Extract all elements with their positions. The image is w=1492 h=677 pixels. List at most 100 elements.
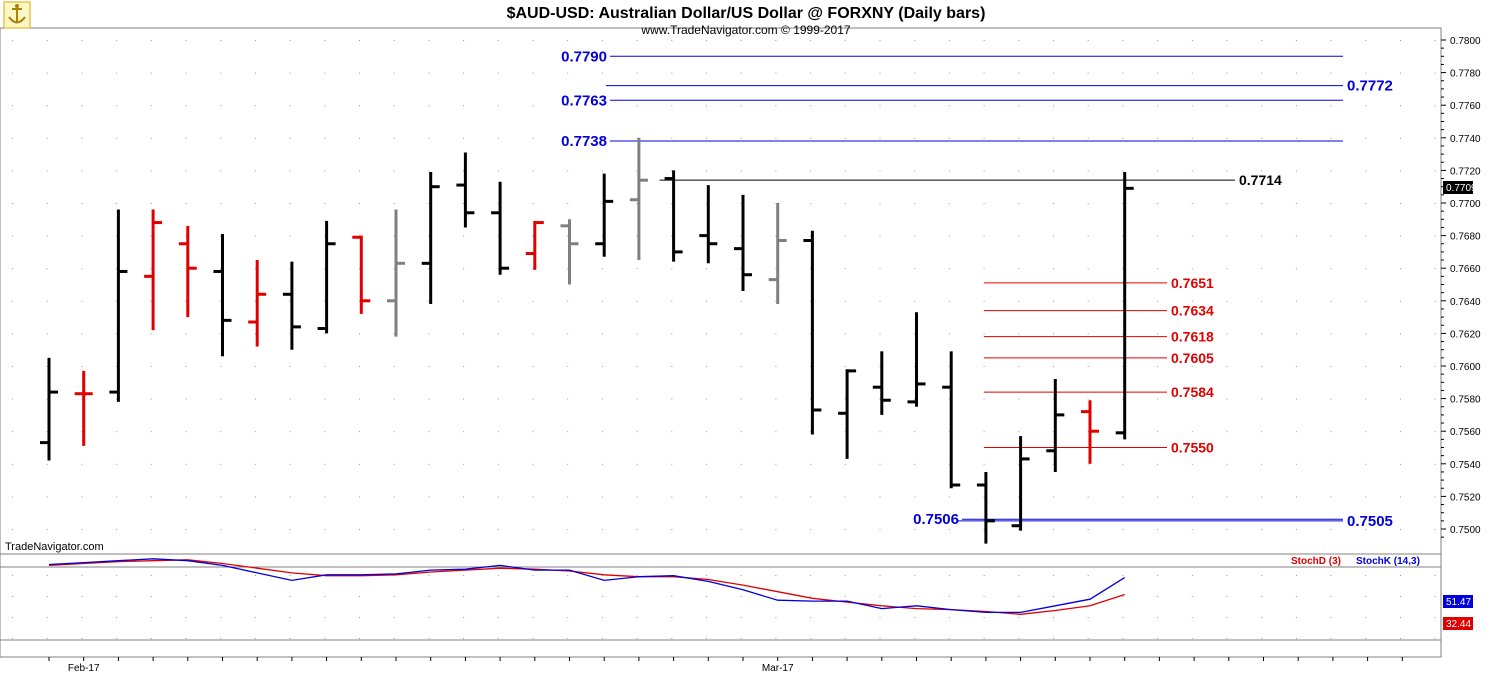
grid-dot xyxy=(185,463,187,465)
grid-dot xyxy=(671,203,673,204)
grid-dot xyxy=(1400,638,1401,639)
y-tick-label: 0.7720 xyxy=(1450,166,1481,177)
grid-dot xyxy=(1295,40,1297,41)
grid-dot xyxy=(1434,268,1436,270)
grid-dot xyxy=(116,235,118,237)
grid-dot xyxy=(1053,235,1054,237)
grid-dot xyxy=(1122,575,1124,576)
grid-dot xyxy=(983,203,985,204)
grid-dot xyxy=(428,40,430,41)
grid-dot xyxy=(359,203,360,204)
grid-dot xyxy=(567,529,569,530)
grid-dot xyxy=(775,235,777,237)
grid-dot xyxy=(463,638,465,639)
grid-dot xyxy=(567,596,569,597)
grid-dot xyxy=(844,575,846,576)
grid-dot xyxy=(567,617,569,618)
y-tick-label: 0.7760 xyxy=(1450,101,1481,112)
grid-dot xyxy=(636,596,638,597)
grid-dot xyxy=(844,137,846,139)
grid-dot xyxy=(983,617,985,618)
grid-dot xyxy=(636,496,638,498)
grid-dot xyxy=(1053,105,1054,107)
stoch-line xyxy=(48,558,1126,614)
grid-dot xyxy=(879,398,881,400)
grid-dot xyxy=(220,72,222,74)
grid-dot xyxy=(1261,203,1263,204)
grid-dot xyxy=(1018,72,1020,74)
grid-dot xyxy=(116,398,118,400)
grid-dot xyxy=(1018,596,1020,597)
grid-dot xyxy=(706,496,707,498)
ohlc-bar xyxy=(525,220,544,270)
grid-dot xyxy=(1261,137,1263,139)
grid-dot xyxy=(948,203,950,204)
grid-dot xyxy=(706,431,707,433)
grid-dot xyxy=(1122,398,1124,400)
grid-dot xyxy=(1434,529,1436,530)
grid-dot xyxy=(1018,496,1020,498)
grid-dot xyxy=(636,529,638,530)
ohlc-bar xyxy=(1081,400,1099,464)
ohlc-bar xyxy=(109,209,128,402)
grid-dot xyxy=(185,105,187,107)
grid-dot xyxy=(81,496,83,498)
grid-dot xyxy=(81,617,83,618)
watermark: TradeNavigator.com xyxy=(5,541,104,553)
grid-dot xyxy=(1087,496,1089,498)
grid-dot xyxy=(601,40,603,41)
grid-dot xyxy=(1330,300,1332,302)
grid-dot xyxy=(740,431,742,433)
grid-dot xyxy=(1330,333,1332,335)
grid-dot xyxy=(220,40,222,41)
grid-dot xyxy=(844,496,846,498)
grid-dot xyxy=(254,300,256,302)
grid-dot xyxy=(393,268,395,270)
grid-dot xyxy=(1053,496,1054,498)
grid-dot xyxy=(497,617,499,618)
grid-dot xyxy=(1365,596,1367,597)
grid-dot xyxy=(1087,575,1089,576)
grid-dot xyxy=(567,40,569,41)
grid-dot xyxy=(1018,431,1020,433)
grid-dot xyxy=(289,529,291,530)
grid-dot xyxy=(1122,638,1124,639)
grid-dot xyxy=(81,170,83,172)
grid-dot xyxy=(636,638,638,639)
ohlc-bar xyxy=(421,172,440,305)
grid-dot xyxy=(1400,268,1401,270)
grid-dot xyxy=(914,496,916,498)
price-panel-frame xyxy=(0,27,1442,555)
ohlc-bar xyxy=(248,260,267,347)
grid-dot xyxy=(567,496,569,498)
grid-dot xyxy=(740,235,742,237)
grid-dot xyxy=(1295,463,1297,465)
grid-dot xyxy=(12,235,13,237)
grid-dot xyxy=(1122,596,1124,597)
grid-dot xyxy=(1087,105,1089,107)
grid-dot xyxy=(1365,105,1367,107)
grid-dot xyxy=(393,596,395,597)
stoch-d-value: 32.44 xyxy=(1446,619,1471,630)
grid-dot xyxy=(220,638,222,639)
grid-dot xyxy=(220,617,222,618)
grid-dot xyxy=(983,105,985,107)
grid-dot xyxy=(1400,617,1401,618)
grid-dot xyxy=(1434,40,1436,41)
grid-dot xyxy=(1261,617,1263,618)
grid-dot xyxy=(706,366,707,367)
grid-dot xyxy=(706,40,707,41)
grid-dot xyxy=(1122,170,1124,172)
grid-dot xyxy=(150,596,152,597)
grid-dot xyxy=(1330,268,1332,270)
grid-dot xyxy=(810,40,812,41)
grid-dot xyxy=(46,431,48,433)
grid-dot xyxy=(1018,268,1020,270)
grid-dot xyxy=(185,333,187,335)
grid-dot xyxy=(810,638,812,639)
grid-dot xyxy=(1330,398,1332,400)
grid-dot xyxy=(428,617,430,618)
grid-dot xyxy=(428,496,430,498)
grid-dot xyxy=(116,170,118,172)
grid-dot xyxy=(775,575,777,576)
